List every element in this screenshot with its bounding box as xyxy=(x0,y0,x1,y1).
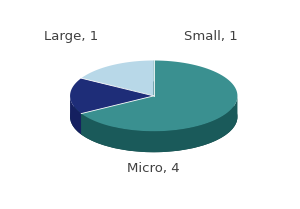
Polygon shape xyxy=(81,96,237,152)
Text: Small, 1: Small, 1 xyxy=(184,30,238,43)
Polygon shape xyxy=(81,96,154,135)
Polygon shape xyxy=(70,96,81,135)
Polygon shape xyxy=(81,96,154,135)
Text: Large, 1: Large, 1 xyxy=(44,30,99,43)
Polygon shape xyxy=(81,60,237,131)
Polygon shape xyxy=(81,60,154,96)
Ellipse shape xyxy=(70,82,238,152)
Polygon shape xyxy=(70,78,154,114)
Text: Micro, 4: Micro, 4 xyxy=(128,162,180,175)
